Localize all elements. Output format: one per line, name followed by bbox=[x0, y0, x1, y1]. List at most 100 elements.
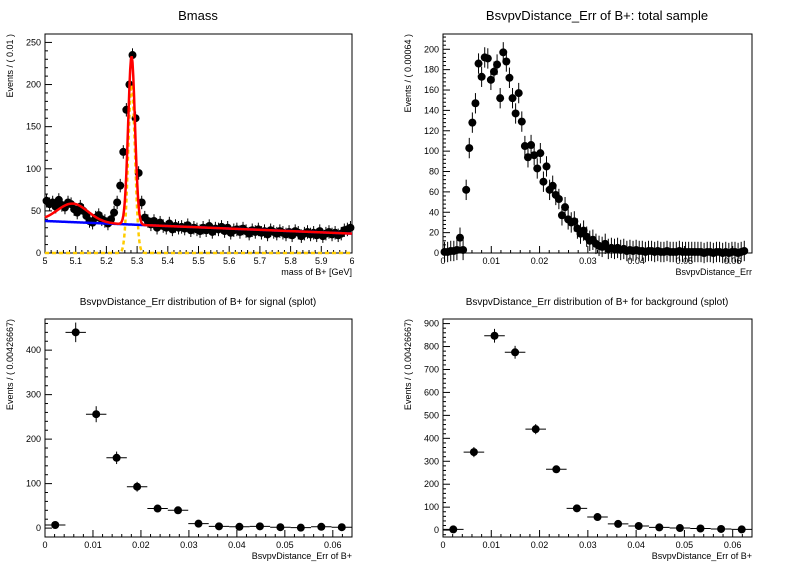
total-sample-plot: 0 0.01 0.02 0.03 0.04 0.05 0.06 0 20 40 60 80 100 120… bbox=[403, 33, 753, 277]
y-tick-label: 160 bbox=[424, 85, 439, 95]
data-point bbox=[112, 453, 121, 462]
y-axis-label: Events / ( 0.00064 ) bbox=[403, 34, 413, 113]
y-tick-label: 140 bbox=[424, 105, 439, 115]
x-tick-label: 0 bbox=[440, 540, 445, 550]
data-point bbox=[505, 73, 514, 82]
y-tick-label: 40 bbox=[429, 207, 439, 217]
data-point bbox=[149, 216, 158, 225]
y-tick-label: 700 bbox=[424, 364, 439, 374]
data-point bbox=[119, 147, 128, 156]
y-tick-label: 20 bbox=[429, 228, 439, 238]
y-tick-label: 200 bbox=[424, 479, 439, 489]
y-tick-label: 0 bbox=[36, 523, 41, 533]
data-point bbox=[517, 117, 526, 126]
data-point bbox=[110, 208, 119, 217]
data-point bbox=[548, 181, 557, 190]
x-tick-label: 5.8 bbox=[284, 256, 297, 266]
data-point bbox=[486, 75, 495, 84]
y-tick-label: 100 bbox=[26, 164, 41, 174]
y-tick-label: 0 bbox=[36, 248, 41, 258]
x-tick-label: 0.01 bbox=[84, 540, 102, 550]
data-point bbox=[696, 524, 705, 533]
data-point bbox=[614, 519, 623, 528]
data-point bbox=[73, 208, 82, 217]
data-point bbox=[465, 144, 474, 153]
x-tick-label: 0 bbox=[440, 256, 445, 266]
data-point bbox=[572, 504, 581, 513]
data-point bbox=[459, 245, 468, 254]
x-tick-label: 0.06 bbox=[324, 540, 342, 550]
plot-frame bbox=[442, 33, 753, 254]
x-tick-label: 0.04 bbox=[228, 540, 246, 550]
data-point bbox=[296, 523, 305, 532]
data-point bbox=[477, 72, 486, 81]
data-point bbox=[493, 60, 502, 69]
x-tick-label: 0 bbox=[42, 540, 47, 550]
data-point bbox=[570, 217, 579, 226]
y-axis-label: Events / ( 0.00426667) bbox=[403, 319, 413, 410]
data-point bbox=[235, 522, 244, 531]
data-point bbox=[536, 149, 545, 158]
x-tick-label: 0.02 bbox=[531, 256, 549, 266]
data-point bbox=[511, 109, 520, 118]
data-point bbox=[455, 233, 464, 242]
bmass-plot: 5 5.1 5.2 5.3 5.4 5.5 5.6 5.7 5.8 5.9 6 0 50 100 150 20… bbox=[5, 33, 355, 277]
x-tick-label: 0.04 bbox=[627, 256, 645, 266]
y-tick-label: 400 bbox=[424, 433, 439, 443]
y-tick-label: 600 bbox=[424, 387, 439, 397]
x-tick-label: 0.06 bbox=[724, 540, 742, 550]
data-point bbox=[511, 348, 520, 357]
data-point bbox=[214, 522, 223, 531]
data-point bbox=[514, 89, 523, 98]
data-point bbox=[508, 94, 517, 103]
data-point bbox=[533, 164, 542, 173]
y-tick-label: 200 bbox=[26, 434, 41, 444]
x-tick-label: 0.06 bbox=[724, 256, 742, 266]
y-tick-label: 100 bbox=[26, 479, 41, 489]
x-axis-label: BsvpvDistance_Err of B+ bbox=[252, 551, 352, 561]
x-tick-label: 5.9 bbox=[315, 256, 328, 266]
data-point bbox=[153, 504, 162, 513]
y-tick-label: 300 bbox=[26, 390, 41, 400]
x-tick-label: 6 bbox=[349, 256, 354, 266]
data-point bbox=[717, 524, 726, 533]
x-tick-label: 0.03 bbox=[180, 540, 198, 550]
data-point bbox=[174, 506, 183, 515]
data-point bbox=[92, 410, 101, 419]
plot-frame bbox=[44, 318, 353, 538]
x-tick-label: 0.03 bbox=[579, 540, 597, 550]
x-tick-label: 0.05 bbox=[676, 256, 694, 266]
data-point bbox=[449, 525, 458, 534]
data-point bbox=[539, 177, 548, 186]
y-tick-label: 50 bbox=[31, 206, 41, 216]
x-tick-label: 5.7 bbox=[254, 256, 267, 266]
data-point bbox=[527, 141, 536, 150]
data-point bbox=[499, 48, 508, 57]
data-point bbox=[675, 524, 684, 533]
x-tick-label: 5.3 bbox=[131, 256, 144, 266]
x-axis-label: BsvpvDistance_Err bbox=[675, 267, 752, 277]
data-point bbox=[523, 153, 532, 162]
data-point bbox=[194, 519, 203, 528]
y-tick-label: 300 bbox=[424, 456, 439, 466]
data-point bbox=[346, 223, 355, 232]
y-tick-label: 800 bbox=[424, 342, 439, 352]
data-point bbox=[471, 99, 480, 108]
y-tick-label: 400 bbox=[26, 345, 41, 355]
data-point bbox=[452, 245, 461, 254]
x-tick-label: 0.01 bbox=[483, 256, 501, 266]
x-tick-label: 5.6 bbox=[223, 256, 236, 266]
panel2-title: BsvpvDistance_Err of B+: total sample bbox=[486, 8, 708, 23]
data-point bbox=[113, 198, 122, 207]
data-point bbox=[593, 513, 602, 522]
y-tick-label: 900 bbox=[424, 319, 439, 329]
data-point bbox=[116, 181, 125, 190]
data-point bbox=[462, 185, 471, 194]
x-axis-label: BsvpvDistance_Err of B+ bbox=[652, 551, 752, 561]
x-tick-label: 5.5 bbox=[192, 256, 205, 266]
data-point bbox=[634, 521, 643, 530]
data-point bbox=[276, 523, 285, 532]
data-point bbox=[496, 94, 505, 103]
y-tick-label: 180 bbox=[424, 65, 439, 75]
